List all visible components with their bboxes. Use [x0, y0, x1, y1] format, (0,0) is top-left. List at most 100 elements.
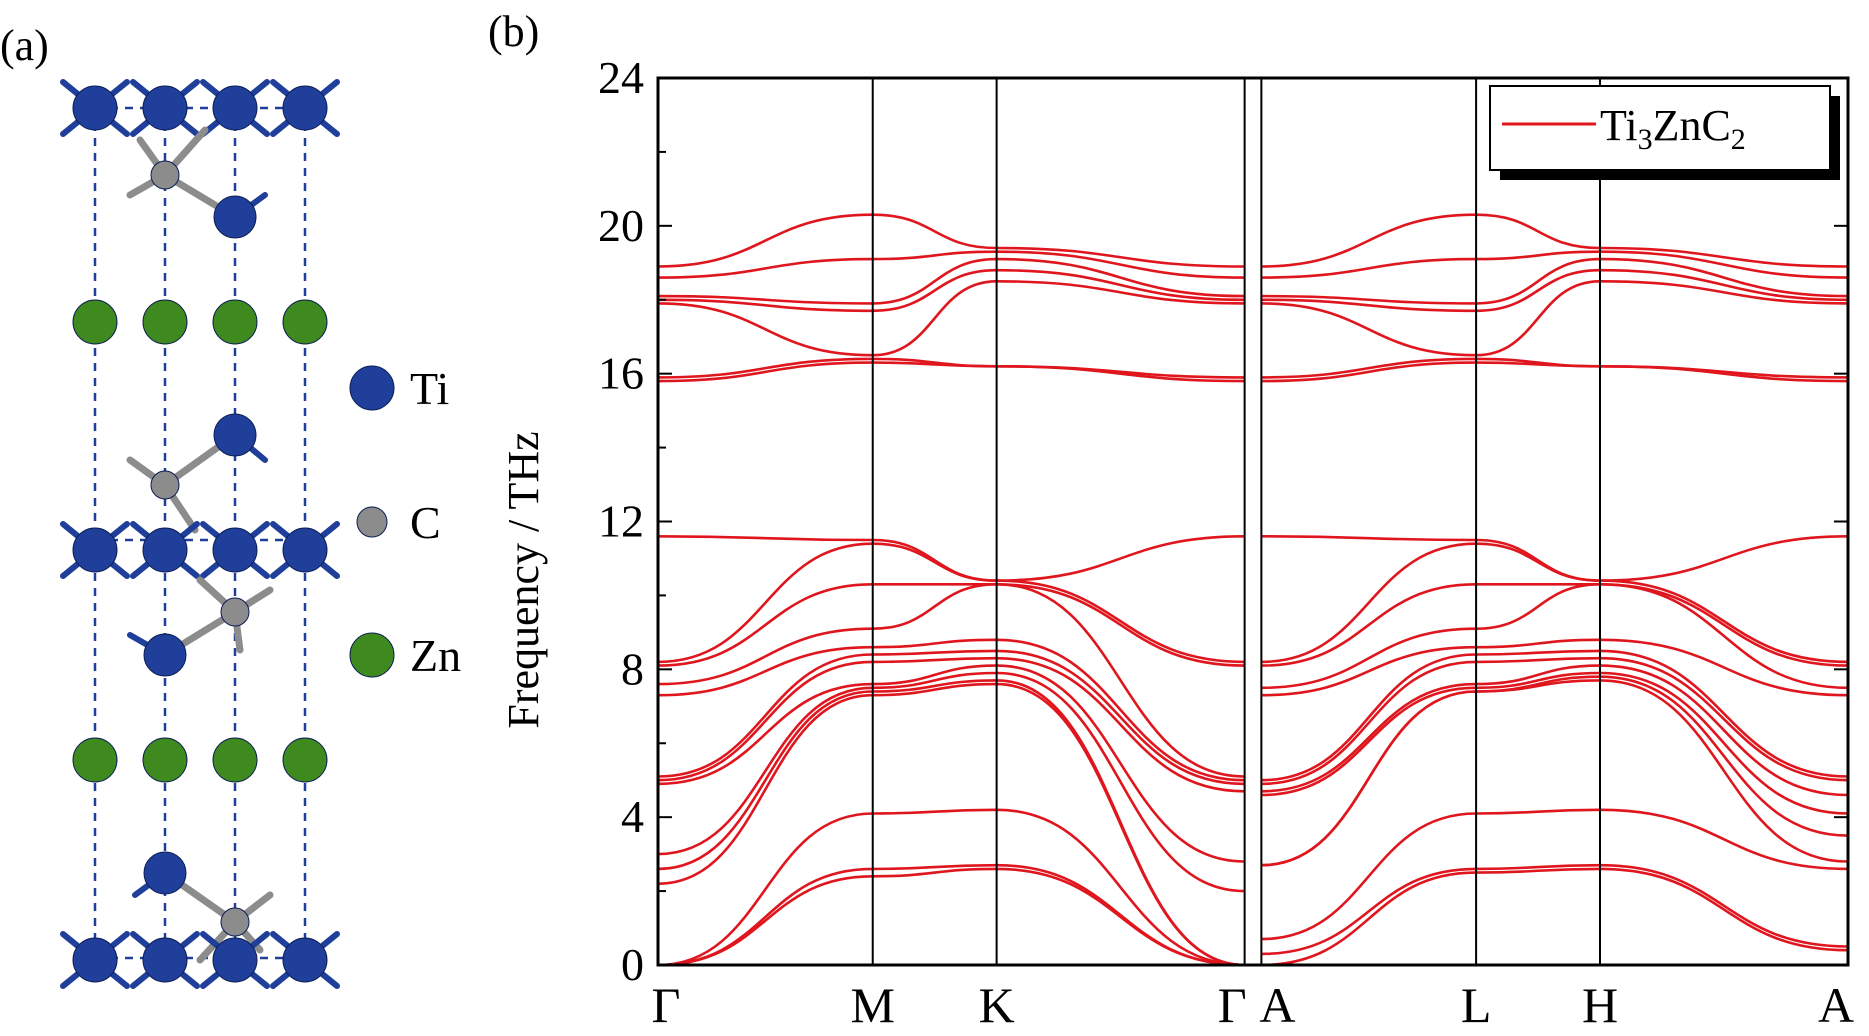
phonon-band-10-seg-2 [1261, 638, 1849, 697]
x-tick-label-3: Γ [1218, 977, 1247, 1033]
zn-atom-icon [349, 632, 395, 678]
x-tick-label-2: K [979, 977, 1015, 1033]
high-symmetry-lines [871, 78, 1601, 965]
panel-a-label: (a) [0, 21, 49, 70]
x-tick-label-4: A [1259, 977, 1295, 1033]
phonon-band-1-seg-2 [1261, 867, 1849, 967]
x-tick-label-1: M [850, 977, 894, 1033]
ti-atom [72, 527, 118, 573]
y-tick-label-0: 0 [621, 939, 644, 990]
phonon-band-19-seg-2 [1261, 257, 1849, 305]
phonon-band-21-seg-2 [1261, 213, 1849, 268]
chart-legend: Ti3ZnC2 [1489, 85, 1840, 180]
phonon-band-20-seg-1 [657, 250, 1245, 279]
ti-atom [282, 527, 328, 573]
phonon-band-16-seg-2 [1261, 357, 1849, 379]
phonon-band-3-seg-1 [657, 808, 1245, 967]
phonon-band-15-seg-2 [1261, 361, 1849, 383]
phonon-band-12-seg-1 [657, 582, 1245, 667]
y-tick-label-1: 4 [621, 791, 644, 842]
phonon-band-16-seg-1 [657, 357, 1245, 379]
y-tick-label-6: 24 [598, 52, 644, 103]
legend-box [1489, 85, 1831, 171]
phonon-band-11-seg-2 [1261, 582, 1849, 690]
phonon-band-4-seg-2 [1261, 679, 1849, 867]
c-atom [220, 597, 250, 627]
ti-atom [142, 85, 188, 131]
ti-atom-icon [349, 365, 395, 411]
phonon-band-7-seg-1 [657, 664, 1245, 863]
phonon-band-12-seg-2 [1261, 582, 1849, 667]
ti-atom [282, 85, 328, 131]
phonon-bands [657, 213, 1849, 967]
x-tick-label-7: A [1818, 977, 1854, 1033]
ti-atom [282, 937, 328, 983]
zn-atom [212, 299, 258, 345]
c-atom [150, 470, 180, 500]
y-tick-label-3: 12 [598, 496, 644, 547]
y-tick-label-4: 16 [598, 348, 644, 399]
phonon-band-8-seg-1 [657, 656, 1245, 793]
x-tick-label-0: Γ [652, 977, 681, 1033]
ti-atom [213, 195, 257, 239]
phonon-band-9-seg-2 [1261, 649, 1849, 782]
ti-atom [212, 937, 258, 983]
phonon-band-8-seg-2 [1261, 656, 1849, 786]
ti-atom [142, 937, 188, 983]
zn-atom [72, 737, 118, 783]
phonon-band-17-seg-2 [1261, 279, 1849, 357]
phonon-band-19-seg-1 [657, 257, 1245, 305]
atom-legend: Ti C Zn [349, 363, 461, 681]
panel-b-label: (b) [488, 7, 539, 56]
phonon-band-7-seg-2 [1261, 664, 1849, 797]
zn-atom [282, 737, 328, 783]
c-atom-icon [356, 506, 388, 538]
zn-atom [212, 737, 258, 783]
ti-atom [142, 527, 188, 573]
x-tick-label-6: H [1582, 977, 1618, 1033]
zn-atom [72, 299, 118, 345]
c-atom [220, 907, 250, 937]
atom-legend-label-ti: Ti [410, 363, 449, 414]
atom-legend-label-zn: Zn [410, 630, 461, 681]
phonon-band-2-seg-2 [1261, 863, 1849, 956]
crystal-structure [60, 79, 340, 989]
phonon-band-10-seg-1 [657, 638, 1245, 782]
phonon-band-14-seg-2 [1261, 535, 1849, 582]
phonon-band-6-seg-2 [1261, 671, 1849, 815]
ti-atom [212, 85, 258, 131]
phonon-band-13-seg-1 [657, 542, 1245, 664]
ti-atom [72, 937, 118, 983]
y-axis-label: Frequency / THz [499, 431, 548, 728]
phonon-band-5-seg-1 [657, 679, 1245, 967]
phonon-band-11-seg-1 [657, 582, 1245, 778]
x-tick-label-5: L [1461, 977, 1492, 1033]
phonon-band-15-seg-1 [657, 361, 1245, 383]
phonon-band-21-seg-1 [657, 213, 1245, 268]
ti-atom [213, 413, 257, 457]
c-atom [150, 160, 180, 190]
zn-atom [142, 737, 188, 783]
legend-label: Ti3ZnC2 [1600, 101, 1746, 156]
phonon-band-17-seg-1 [657, 279, 1245, 357]
ti-atom [72, 85, 118, 131]
phonon-band-4-seg-1 [657, 682, 1245, 967]
ti-atom [212, 527, 258, 573]
phonon-band-5-seg-2 [1261, 675, 1849, 867]
phonon-band-6-seg-1 [657, 671, 1245, 893]
y-axis-ticks: 0 4 8 12 16 20 24 [598, 52, 1848, 990]
atom-legend-label-c: C [410, 497, 441, 548]
phonon-band-14-seg-1 [657, 535, 1245, 582]
ti-atom [143, 851, 187, 895]
ti-atom [143, 633, 187, 677]
y-tick-label-2: 8 [621, 643, 644, 694]
phonon-band-20-seg-2 [1261, 250, 1849, 279]
plot-frame [656, 76, 1850, 967]
phonon-band-3-seg-2 [1261, 808, 1849, 941]
phonon-band-9-seg-1 [657, 649, 1245, 786]
phonon-band-13-seg-2 [1261, 542, 1849, 664]
phonon-band-2-seg-1 [657, 863, 1245, 967]
